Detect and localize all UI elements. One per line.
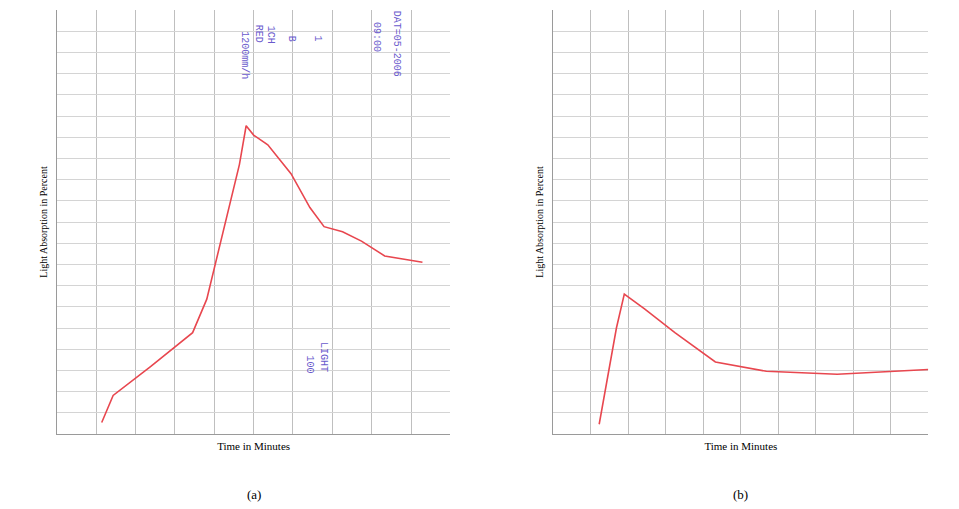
svg-text:RED: RED (253, 25, 264, 43)
svg-text:Time in Minutes: Time in Minutes (217, 440, 290, 452)
svg-text:1200mm/h: 1200mm/h (239, 31, 250, 79)
svg-text:100: 100 (304, 356, 315, 374)
svg-text:(a): (a) (247, 487, 261, 502)
svg-text:Time in Minutes: Time in Minutes (704, 440, 777, 452)
svg-text:DAT=05-2006: DAT=05-2006 (391, 11, 402, 77)
svg-text:09:00: 09:00 (371, 22, 382, 52)
svg-text:LIGHT: LIGHT (318, 342, 329, 372)
svg-text:(b): (b) (733, 487, 748, 502)
svg-text:1: 1 (312, 35, 323, 41)
svg-text:Light Absorption in Percent: Light Absorption in Percent (38, 166, 49, 278)
svg-text:Light Absorption in Percent: Light Absorption in Percent (534, 166, 545, 278)
svg-text:1CH: 1CH (265, 26, 276, 44)
svg-text:B: B (286, 36, 297, 42)
